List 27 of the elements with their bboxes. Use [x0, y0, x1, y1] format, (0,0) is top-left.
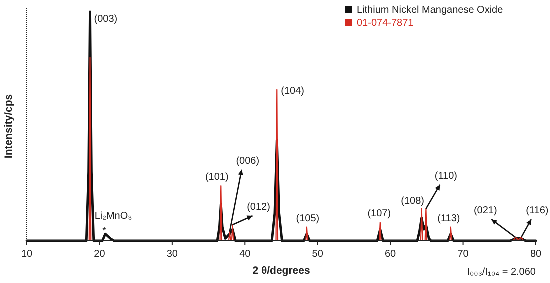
x-tick-label: 80 — [530, 249, 542, 260]
annotation: (006) — [236, 156, 260, 167]
x-tick-label: 30 — [166, 249, 178, 260]
legend-label: Lithium Nickel Manganese Oxide — [357, 5, 504, 16]
x-tick-label: 20 — [94, 249, 106, 260]
x-tick-label: 60 — [385, 249, 397, 260]
annotation: (003) — [94, 14, 118, 25]
x-tick-label: 70 — [458, 249, 470, 260]
legend-label: 01-074-7871 — [357, 18, 414, 29]
annotation: (105) — [296, 213, 320, 224]
annotation: (108) — [401, 196, 425, 207]
y-axis-title: Intensity/cps — [3, 94, 15, 159]
annotation: * — [102, 226, 107, 238]
x-axis-title: 2 θ/degrees — [252, 265, 310, 277]
annotation: (107) — [368, 208, 392, 220]
annotation: (116) — [526, 206, 549, 217]
text: I₀₀₃/I₁₀₄ = 2.060 — [467, 267, 536, 278]
annotation: (021) — [474, 206, 498, 217]
annotation: (110) — [434, 170, 458, 182]
x-tick-label: 50 — [312, 249, 324, 260]
annotation: Li₂MnO₃ — [94, 211, 132, 222]
x-tick-label: 10 — [21, 249, 33, 260]
annotation: (012) — [247, 202, 270, 213]
x-tick-label: 40 — [240, 249, 252, 260]
annotation: (113) — [438, 213, 460, 224]
annotation: (101) — [205, 172, 229, 184]
annotation: (104) — [281, 86, 304, 97]
